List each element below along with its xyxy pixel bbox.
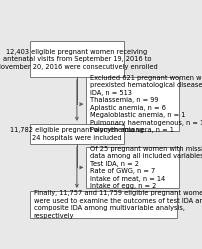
Text: Excluded 621 pregnant women with
preexisted hematological disease:
IDA, n = 513
: Excluded 621 pregnant women with preexis… xyxy=(90,75,202,133)
Text: Finally, 11,757 and 11,759 eligible pregnant women
were used to examine the outc: Finally, 11,757 and 11,759 eligible preg… xyxy=(34,190,202,219)
Text: Of 25 pregnant women with missing
data among all included variables:
Test IDA, n: Of 25 pregnant women with missing data a… xyxy=(90,146,202,189)
FancyBboxPatch shape xyxy=(30,124,124,144)
FancyBboxPatch shape xyxy=(30,41,124,77)
FancyBboxPatch shape xyxy=(30,191,177,218)
Text: 12,403 eligible pregnant women receiving
antenatal visits from September 19, 201: 12,403 eligible pregnant women receiving… xyxy=(0,49,158,70)
FancyBboxPatch shape xyxy=(86,77,179,131)
FancyBboxPatch shape xyxy=(86,147,179,188)
Text: 11,782 eligible pregnant women among
24 hospitals were included: 11,782 eligible pregnant women among 24 … xyxy=(10,127,144,141)
